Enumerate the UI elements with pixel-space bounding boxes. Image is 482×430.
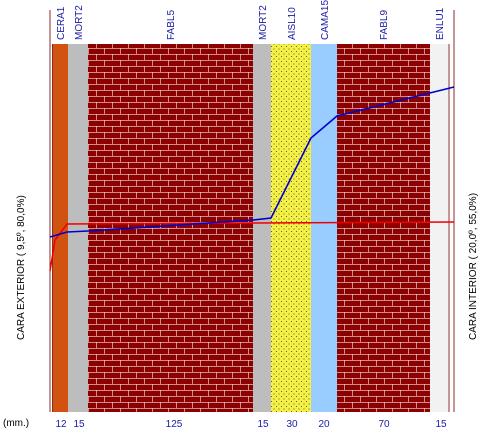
top-label-fabl9: FABL9 xyxy=(379,10,390,40)
exterior-side-label: CARA EXTERIOR ( 9,5º, 80,0%) xyxy=(16,195,27,340)
layer-cama15 xyxy=(311,44,337,412)
layer-cera1 xyxy=(53,44,68,412)
thickness-enlu1: 15 xyxy=(435,419,447,430)
layer-mort2-inner xyxy=(253,44,271,412)
layer-mort2-outer xyxy=(68,44,88,412)
thickness-mort2-outer: 15 xyxy=(73,419,85,430)
thickness-fabl5: 125 xyxy=(166,419,183,430)
top-labels: CERA1 MORT2 FABL5 MORT2 AISL10 CAMA15 FA… xyxy=(56,0,446,40)
top-label-aisl10: AISL10 xyxy=(287,7,298,40)
top-label-cama15: CAMA15 xyxy=(320,0,331,40)
interior-side-label: CARA INTERIOR ( 20,0º, 55,0%) xyxy=(468,193,479,340)
top-label-mort2-inner: MORT2 xyxy=(258,5,269,40)
temperature-line xyxy=(49,86,455,238)
thickness-cama15: 20 xyxy=(318,419,330,430)
layer-bands xyxy=(53,44,448,412)
unit-label: (mm.) xyxy=(3,418,29,429)
bottom-labels: (mm.) 12 15 125 15 30 20 70 15 xyxy=(3,418,447,430)
layer-enlu1 xyxy=(430,44,448,412)
top-label-enlu1: ENLU1 xyxy=(435,7,446,40)
dewpoint-line xyxy=(49,221,455,272)
thickness-fabl9: 70 xyxy=(378,419,390,430)
thickness-cera1: 12 xyxy=(55,419,67,430)
layer-aisl10 xyxy=(271,44,311,412)
layer-fabl5 xyxy=(88,44,253,412)
thickness-aisl10: 30 xyxy=(286,419,298,430)
thickness-mort2-inner: 15 xyxy=(257,419,269,430)
top-label-fabl5: FABL5 xyxy=(166,10,177,40)
top-label-cera1: CERA1 xyxy=(56,6,67,40)
layer-fabl9 xyxy=(337,44,430,412)
top-label-mort2-outer: MORT2 xyxy=(74,5,85,40)
